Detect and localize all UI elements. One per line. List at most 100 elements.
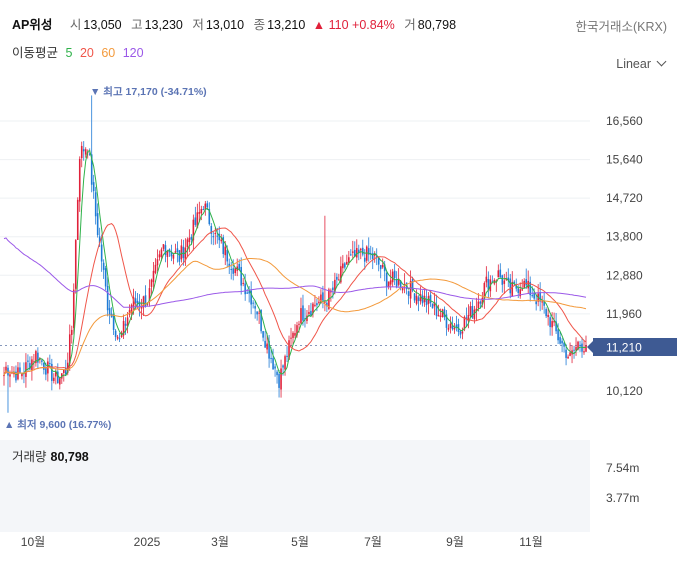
ma-line-5	[3, 149, 587, 379]
candle-body	[505, 278, 508, 280]
candle-body	[88, 153, 91, 155]
candle-body	[298, 323, 300, 325]
candle-body	[352, 251, 354, 253]
candle-body	[262, 331, 264, 338]
candle-body	[100, 244, 103, 262]
candle-body	[296, 325, 298, 336]
candle-body	[294, 333, 296, 336]
candle-body	[465, 317, 468, 320]
candle-body	[497, 270, 500, 278]
candle-body	[230, 268, 233, 270]
candle-body	[33, 361, 35, 363]
ma-20: 20	[79, 46, 94, 60]
candle-body	[68, 334, 71, 364]
candle-body	[152, 270, 155, 283]
candle-body	[513, 281, 516, 284]
candle-body	[96, 213, 99, 236]
candle-body	[310, 310, 312, 316]
candle-body	[98, 236, 101, 244]
y-tick-label: 13,800	[606, 230, 643, 244]
candle-body	[463, 316, 466, 330]
candle-body	[112, 313, 115, 330]
candle-body	[469, 306, 472, 316]
candle-body	[387, 281, 390, 288]
scale-dropdown[interactable]: Linear	[616, 56, 667, 71]
candle-body	[78, 158, 81, 202]
candle-body	[238, 263, 240, 270]
candle-body	[539, 292, 541, 302]
candle-body	[240, 266, 242, 286]
candle-body	[437, 314, 440, 317]
candle-body	[154, 264, 157, 273]
candle-body	[573, 349, 575, 351]
ma-legend: 이동평균 5 20 60 120	[12, 42, 144, 61]
candle-body	[461, 331, 464, 334]
candle-body	[373, 253, 376, 256]
candle-body	[577, 341, 579, 350]
candle-body	[306, 315, 308, 321]
candle-body	[196, 212, 199, 229]
ma-line-120	[3, 237, 587, 308]
candle-body	[320, 294, 322, 304]
candle-body	[212, 236, 215, 238]
candle-body	[15, 371, 17, 381]
candle-body	[369, 252, 372, 254]
candle-body	[401, 288, 404, 291]
candle-body	[557, 329, 559, 341]
candle-body	[515, 285, 518, 289]
candle-body	[280, 368, 282, 390]
volume-panel-label: 거래량 80,798	[12, 446, 89, 465]
y-tick-label: 16,560	[606, 114, 643, 128]
candle-body	[166, 251, 169, 257]
candle-body	[234, 268, 237, 274]
candle-body	[389, 280, 392, 285]
candle-body	[399, 280, 402, 289]
candle-body	[128, 310, 131, 315]
low-label: 저	[192, 18, 204, 32]
close-label: 종	[253, 18, 266, 32]
candle-body	[162, 244, 165, 249]
candle-body	[140, 305, 143, 309]
candle-body	[334, 279, 336, 292]
candle-body	[156, 259, 159, 266]
candle-body	[308, 311, 310, 315]
low-annotation: ▲ 최저 9,600 (16.77%)	[4, 418, 111, 431]
candle-body	[503, 280, 506, 284]
candle-body	[385, 272, 388, 287]
candle-body	[545, 309, 547, 317]
candle-body	[393, 270, 396, 278]
candle-body	[182, 246, 185, 258]
candle-body	[348, 257, 350, 263]
candle-body	[136, 300, 139, 304]
candle-body	[379, 265, 382, 270]
candle-body	[314, 304, 316, 306]
candle-body	[246, 292, 248, 294]
candle-body	[395, 278, 398, 288]
candle-body	[244, 283, 246, 295]
candle-body	[417, 297, 420, 301]
candle-body	[62, 369, 65, 374]
candle-body	[94, 192, 97, 217]
candle-body	[290, 337, 292, 339]
candle-body	[202, 209, 205, 211]
candle-body	[7, 367, 9, 376]
candle-body	[200, 208, 203, 214]
candle-body	[413, 293, 416, 301]
candle-body	[124, 323, 127, 326]
candle-body	[529, 281, 531, 296]
ma-line-20	[3, 223, 587, 376]
y-tick-label: 14,720	[606, 191, 643, 205]
candle-body	[350, 254, 352, 256]
grid	[0, 120, 590, 392]
low-value: 13,010	[205, 18, 245, 32]
candle-body	[521, 289, 524, 291]
candle-body	[35, 351, 37, 364]
candle-body	[138, 301, 141, 306]
candle-body	[186, 239, 189, 248]
candle-body	[357, 249, 360, 254]
candle-body	[553, 320, 555, 323]
candle-body	[72, 289, 75, 328]
candle-body	[326, 302, 328, 307]
candle-body	[300, 308, 302, 324]
